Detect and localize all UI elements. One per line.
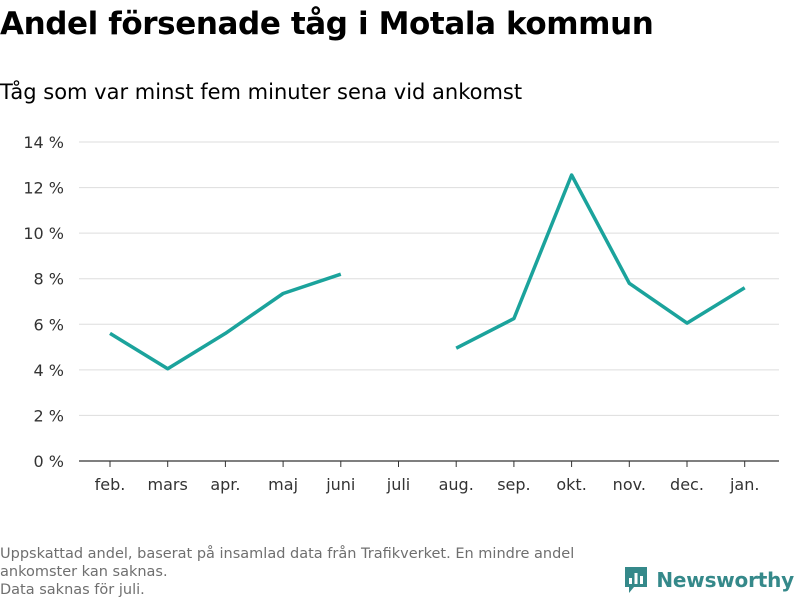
brand-logo[interactable]: Newsworthy (624, 566, 794, 594)
x-tick-label: juli (386, 475, 410, 494)
x-tick-label: okt. (556, 475, 586, 494)
chart-title: Andel försenade tåg i Motala kommun (0, 6, 654, 42)
series-line-segment (109, 272, 342, 371)
x-axis-ticks: feb. mars apr. maj juni juli aug. sep. okt. nov. d… (95, 461, 759, 494)
y-tick-label: 14 % (23, 133, 64, 152)
x-tick-label: sep. (497, 475, 530, 494)
x-tick-label: mars (148, 475, 188, 494)
y-tick-label: 2 % (34, 406, 64, 425)
x-tick-label: dec. (670, 475, 704, 494)
footnote-line-1: Uppskattad andel, baserat på insamlad da… (0, 546, 575, 562)
x-tick-label: apr. (210, 475, 240, 494)
line-chart: 0 % 2 % 4 % 6 % 8 % 10 % 12 % 14 % feb. mars apr.… (23, 133, 779, 494)
y-tick-label: 0 % (34, 452, 64, 471)
newsworthy-logo-icon (625, 567, 648, 593)
x-tick-label: aug. (439, 475, 474, 494)
series-lines (109, 173, 746, 371)
y-tick-label: 8 % (34, 270, 64, 289)
x-tick-label: feb. (95, 475, 126, 494)
footnote-line-2: ankomster kan saknas. (0, 564, 168, 580)
y-tick-label: 6 % (34, 315, 64, 334)
footnote: Uppskattad andel, baserat på insamlad da… (0, 545, 630, 599)
x-tick-label: jan. (729, 475, 759, 494)
x-tick-label: nov. (613, 475, 646, 494)
x-tick-label: maj (268, 475, 298, 494)
gridlines (79, 141, 779, 462)
y-tick-label: 12 % (23, 179, 64, 198)
brand-name: Newsworthy (656, 568, 794, 592)
x-tick-label: juni (325, 475, 355, 494)
footnote-line-3: Data saknas för juli. (0, 582, 145, 598)
chart-subtitle: Tåg som var minst fem minuter sena vid a… (0, 80, 523, 104)
y-axis-ticks: 0 % 2 % 4 % 6 % 8 % 10 % 12 % 14 % (23, 133, 64, 471)
series-line-segment (455, 173, 746, 350)
y-tick-label: 4 % (34, 361, 64, 380)
y-tick-label: 10 % (23, 224, 64, 243)
